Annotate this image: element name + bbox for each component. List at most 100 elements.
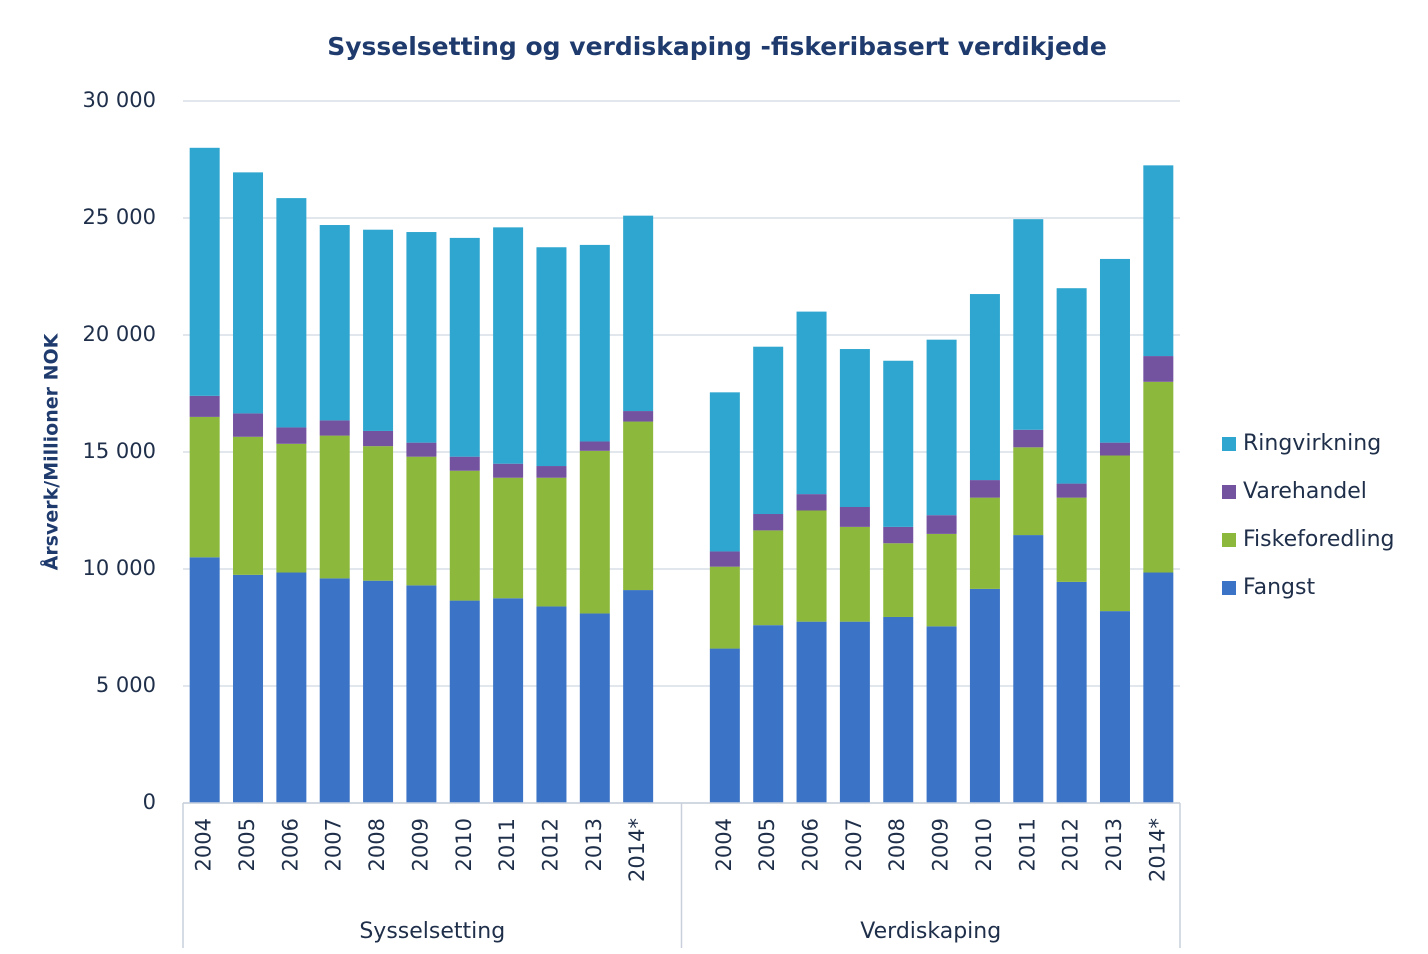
bar-segment <box>1143 165 1174 357</box>
bar-segment <box>276 198 307 428</box>
legend-swatch <box>1222 533 1236 547</box>
bar-segment <box>883 360 914 527</box>
bar-segment <box>1056 483 1087 498</box>
bar-segment <box>449 237 480 457</box>
x-tick-label: 2009 <box>408 818 432 871</box>
bar-segment <box>709 566 740 649</box>
bar-segment <box>1099 455 1130 612</box>
bar-segment <box>319 420 350 436</box>
bar-segment <box>969 497 1000 589</box>
x-tick-label: 2014* <box>1145 818 1169 882</box>
bar-segment <box>579 244 610 442</box>
legend-swatch <box>1222 581 1236 595</box>
bar-segment <box>969 294 1000 481</box>
bar-segment <box>969 588 1000 803</box>
x-tick-label: 2011 <box>495 818 519 871</box>
x-tick-label: 2013 <box>1102 818 1126 871</box>
x-tick-label: 2004 <box>712 818 736 871</box>
y-tick-label: 10 000 <box>83 556 156 580</box>
bar-segment <box>406 585 437 803</box>
bar-segment <box>233 436 264 575</box>
bar-segment <box>1143 572 1174 803</box>
bar-segment <box>1143 356 1174 382</box>
bar-segment <box>623 411 654 422</box>
bar-segment <box>363 229 394 431</box>
group-label: Sysselsetting <box>359 919 505 944</box>
bar-segment <box>969 480 1000 498</box>
bar-segment <box>536 466 567 478</box>
bar-segment <box>1056 288 1087 484</box>
bar-segment <box>363 580 394 803</box>
legend-label: Ringvirkning <box>1243 431 1381 456</box>
bar-segment <box>1143 381 1174 573</box>
bar-segment <box>406 442 437 457</box>
bar-segment <box>406 456 437 586</box>
bar-segment <box>493 598 524 803</box>
bar-segment <box>233 172 264 414</box>
bar-segment <box>579 441 610 451</box>
bar-segment <box>449 456 480 471</box>
x-tick-label: 2013 <box>582 818 606 871</box>
bar-segment <box>1013 219 1044 430</box>
bar-segment <box>189 395 220 417</box>
bar-segment <box>1056 581 1087 803</box>
bar-segment <box>796 621 827 803</box>
bar-segment <box>796 510 827 622</box>
bar-segment <box>926 515 957 534</box>
bar-segment <box>753 530 784 626</box>
bar-segment <box>536 606 567 803</box>
x-tick-label: 2006 <box>799 818 823 871</box>
y-tick-label: 30 000 <box>83 88 156 112</box>
bar-segment <box>276 427 307 444</box>
y-tick-label: 0 <box>143 790 156 814</box>
bar-segment <box>493 463 524 478</box>
bar-segment <box>189 557 220 803</box>
bar-segment <box>883 526 914 544</box>
legend-swatch <box>1222 437 1236 451</box>
bar-segment <box>319 578 350 803</box>
bar-segment <box>363 446 394 581</box>
x-tick-label: 2005 <box>755 818 779 871</box>
bar-segment <box>536 477 567 607</box>
x-tick-label: 2012 <box>538 818 562 871</box>
bar-segment <box>883 616 914 803</box>
bar-segment <box>233 574 264 803</box>
x-tick-label: 2004 <box>192 818 216 871</box>
bar-segment <box>363 430 394 447</box>
y-tick-label: 25 000 <box>83 205 156 229</box>
x-tick-label: 2008 <box>365 818 389 871</box>
bar-segment <box>839 506 870 527</box>
bar-segment <box>536 247 567 467</box>
bar-segment <box>449 470 480 601</box>
bar-segment <box>623 590 654 803</box>
bar-segment <box>1099 611 1130 803</box>
bar-segment <box>753 514 784 531</box>
bar-segment <box>579 450 610 614</box>
bar-segment <box>709 551 740 567</box>
y-tick-label: 5 000 <box>96 673 156 697</box>
bar-segment <box>1013 447 1044 536</box>
bar-segment <box>579 613 610 803</box>
bar-segment <box>319 225 350 421</box>
legend-swatch <box>1222 485 1236 499</box>
legend-label: Varehandel <box>1243 479 1367 504</box>
bar-segment <box>839 349 870 507</box>
bar-segment <box>883 543 914 617</box>
legend-label: Fiskeforedling <box>1243 527 1395 552</box>
bar-segment <box>709 392 740 552</box>
bar-segment <box>1099 258 1130 443</box>
bar-segment <box>276 443 307 573</box>
bar-segment <box>406 232 437 443</box>
x-tick-label: 2008 <box>885 818 909 871</box>
y-tick-label: 20 000 <box>83 322 156 346</box>
bar-segment <box>623 215 654 412</box>
x-tick-label: 2006 <box>278 818 302 871</box>
bar-segment <box>319 435 350 579</box>
bar-segment <box>796 494 827 511</box>
bar-segment <box>709 648 740 803</box>
x-tick-label: 2014* <box>625 818 649 882</box>
x-tick-label: 2012 <box>1059 818 1083 871</box>
bar-segment <box>449 600 480 803</box>
bar-segment <box>926 533 957 627</box>
